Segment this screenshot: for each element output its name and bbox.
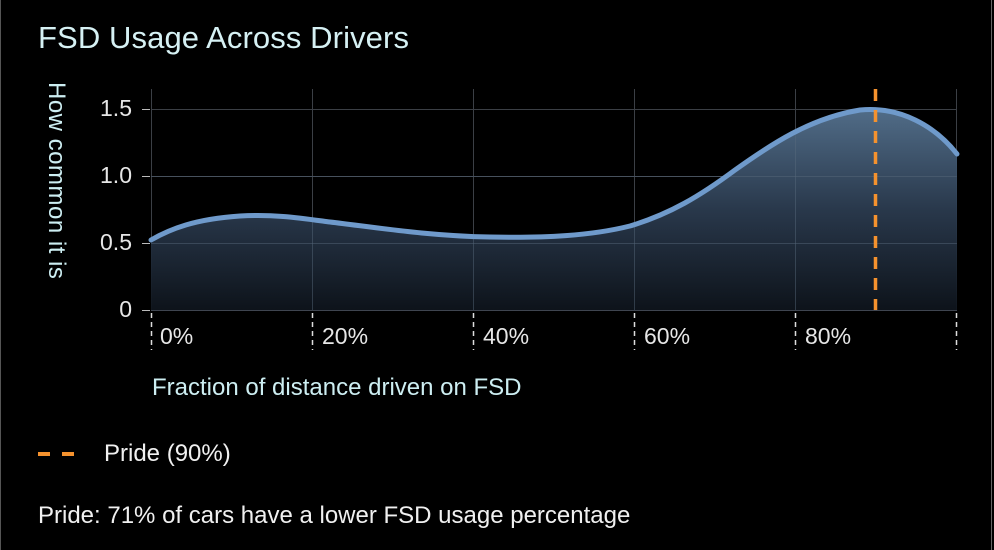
- density-curve: [148, 106, 960, 243]
- x-tick-label: 40%: [483, 323, 530, 349]
- y-tick-label: 1.5: [100, 95, 132, 121]
- x-tick-label: 0%: [160, 323, 194, 349]
- y-tick-label: 0: [119, 296, 132, 322]
- summary-text: Pride: 71% of cars have a lower FSD usag…: [38, 502, 631, 529]
- window-edge-left: [0, 0, 1, 550]
- density-area: [151, 109, 957, 311]
- y-tick-marks: [142, 109, 150, 311]
- y-tick-label: 0.5: [100, 229, 132, 255]
- dashed-line-icon: [38, 452, 78, 456]
- legend: Pride (90%): [38, 438, 231, 470]
- x-tick-marks: [150, 313, 958, 350]
- chart-title: FSD Usage Across Drivers: [38, 20, 410, 55]
- x-tick-label: 60%: [644, 323, 691, 349]
- legend-label: Pride (90%): [104, 440, 231, 467]
- x-axis-label: Fraction of distance driven on FSD: [152, 374, 522, 401]
- y-axis-label: How common it is: [43, 82, 70, 280]
- x-tick-label: 20%: [322, 323, 369, 349]
- window-edge-right: [991, 0, 992, 550]
- y-tick-label: 1.0: [100, 162, 132, 188]
- x-tick-label: 80%: [805, 323, 852, 349]
